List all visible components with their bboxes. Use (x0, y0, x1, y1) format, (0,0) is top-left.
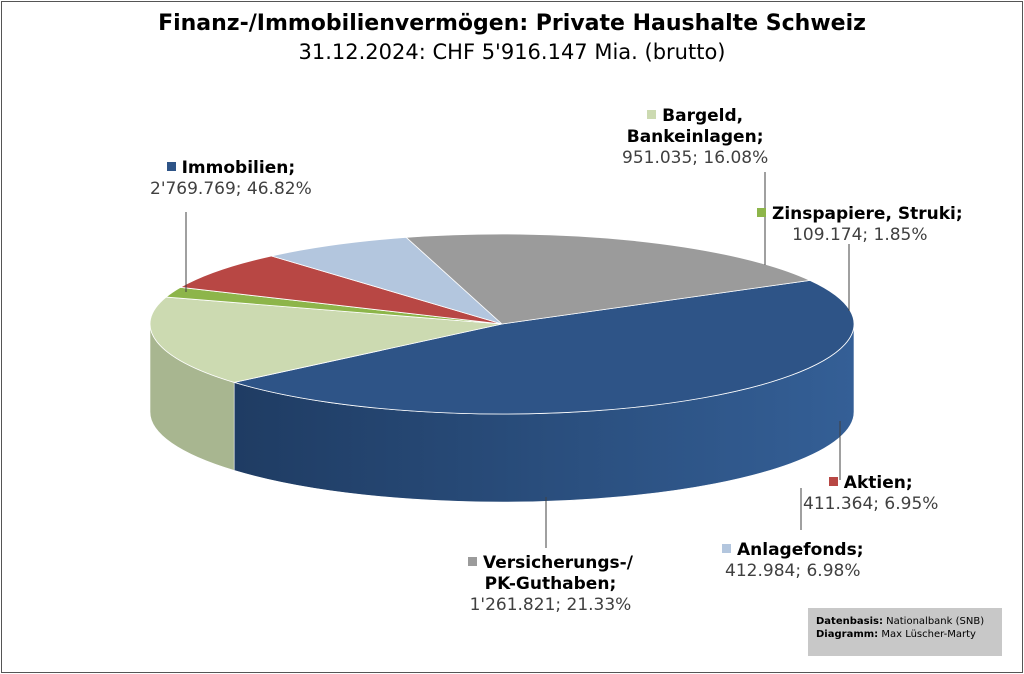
author-value: Max Lüscher-Marty (881, 629, 976, 640)
label-bargeld: Bargeld, Bankeinlagen; 951.035; 16.08% (622, 106, 768, 169)
source-value: Nationalbank (SNB) (886, 616, 985, 627)
label-immobilien-value: 2'769.769; 46.82% (150, 179, 312, 199)
label-versicherungen-value: 1'261.821; 21.33% (469, 595, 632, 615)
pie-slice-anlagefonds (271, 236, 503, 325)
label-bargeld-name2: Bankeinlagen; (626, 127, 764, 147)
label-bargeld-name1: Bargeld, (662, 106, 744, 126)
label-zinspapiere-value: 109.174; 1.85% (792, 225, 928, 245)
label-aktien-name: Aktien; (843, 473, 913, 493)
label-bargeld-value: 951.035; 16.08% (622, 148, 769, 168)
label-aktien-value: 411.364; 6.95% (803, 494, 939, 514)
label-versicherungen-name2: PK-Guthaben; (484, 574, 617, 594)
label-aktien: Aktien; 411.364; 6.95% (803, 473, 938, 515)
label-anlagefonds: Anlagefonds; 412.984; 6.98% (722, 540, 864, 582)
source-key: Datenbasis: (816, 616, 883, 627)
legend-swatch-anlagefonds (722, 543, 731, 553)
pie-slice-versicherungen (405, 233, 812, 325)
label-immobilien-name: Immobilien; (181, 158, 296, 178)
source-box: Datenbasis: Nationalbank (SNB) Diagramm:… (808, 608, 1002, 656)
pie-slice-aktien (179, 255, 503, 325)
label-versicherungen-name1: Versicherungs-/ (483, 553, 633, 573)
label-immobilien: Immobilien; 2'769.769; 46.82% (150, 158, 312, 200)
legend-swatch-aktien (828, 476, 838, 486)
label-anlagefonds-value: 412.984; 6.98% (725, 561, 861, 581)
label-anlagefonds-name: Anlagefonds; (737, 540, 864, 560)
label-versicherungen: Versicherungs-/ PK-Guthaben; 1'261.821; … (468, 553, 633, 616)
chart-subtitle: 31.12.2024: CHF 5'916.147 Mia. (brutto) (298, 40, 726, 64)
legend-swatch-versicherungen (468, 556, 477, 566)
pie-slice-bargeld (149, 296, 503, 383)
pie-slice-immobilien (234, 279, 855, 415)
legend-swatch-zinspapiere (757, 207, 766, 217)
label-zinspapiere: Zinspapiere, Struki; 109.174; 1.85% (757, 204, 963, 246)
label-zinspapiere-name: Zinspapiere, Struki; (772, 204, 963, 224)
author-key: Diagramm: (816, 629, 879, 640)
legend-swatch-immobilien (166, 161, 176, 171)
legend-swatch-bargeld (647, 109, 657, 119)
chart-title: Finanz-/Immobilienvermögen: Private Haus… (158, 11, 866, 36)
